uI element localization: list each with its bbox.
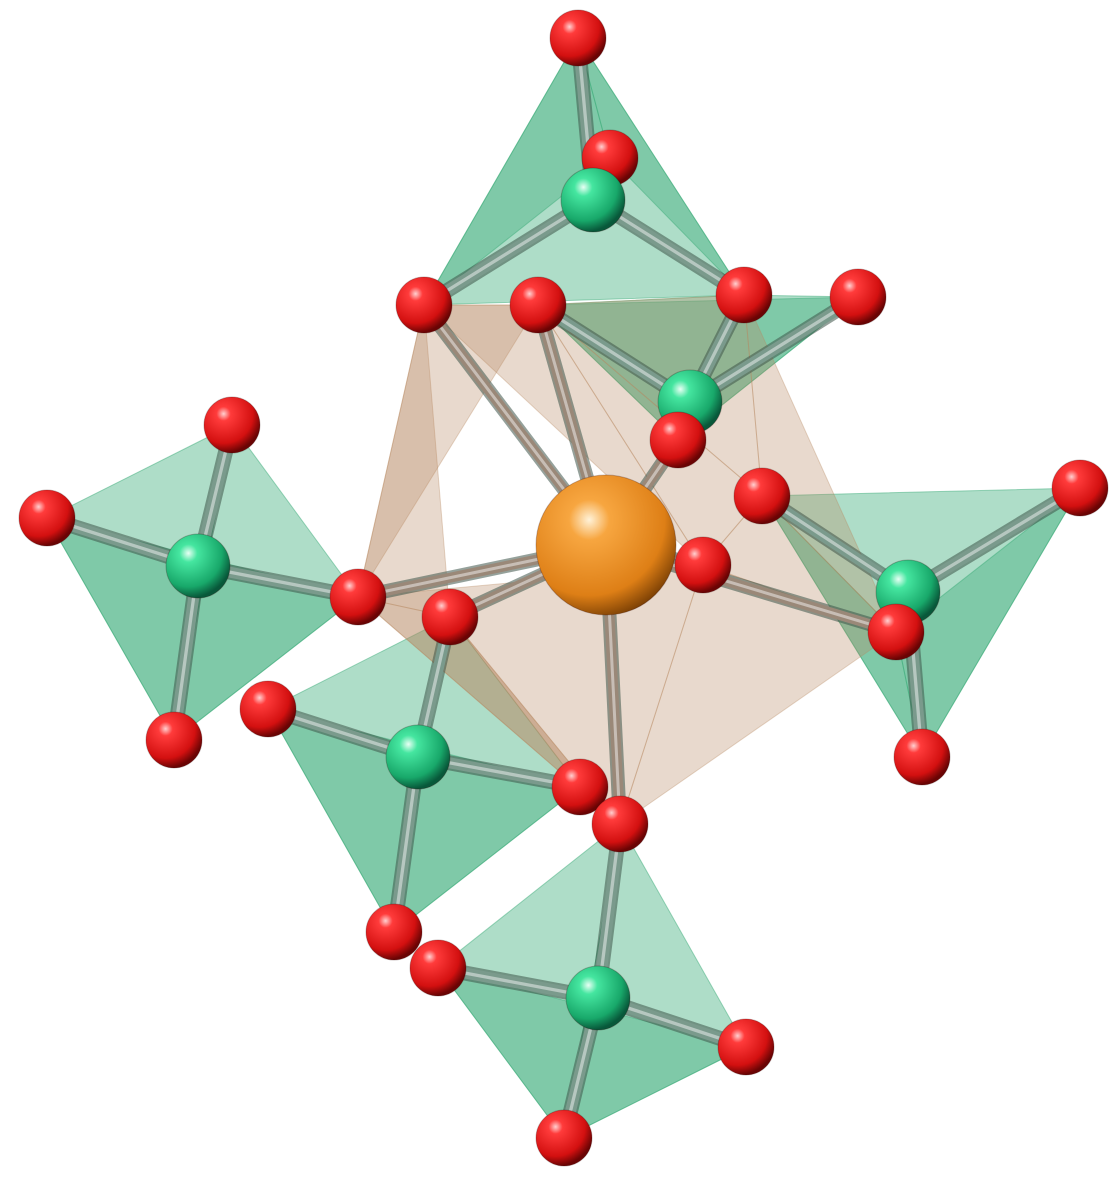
oxygen-atom bbox=[146, 712, 202, 768]
oxygen-atom bbox=[592, 796, 648, 852]
oxygen-atom bbox=[410, 940, 466, 996]
oxygen-atom bbox=[718, 1019, 774, 1075]
oxygen-atom bbox=[536, 1110, 592, 1166]
oxygen-atom bbox=[510, 277, 566, 333]
oxygen-atom bbox=[830, 269, 886, 325]
oxygen-atom bbox=[734, 468, 790, 524]
oxygen-atom bbox=[650, 412, 706, 468]
oxygen-atom bbox=[716, 267, 772, 323]
tetrahedral-center-atom bbox=[561, 168, 625, 232]
tetrahedral-center-atom bbox=[386, 725, 450, 789]
oxygen-atom bbox=[422, 589, 478, 645]
oxygen-atom bbox=[868, 604, 924, 660]
oxygen-atom bbox=[894, 729, 950, 785]
oxygen-atom bbox=[396, 277, 452, 333]
oxygen-atom bbox=[675, 537, 731, 593]
oxygen-atom bbox=[240, 681, 296, 737]
tetrahedral-center-atom bbox=[166, 534, 230, 598]
oxygen-atom bbox=[19, 490, 75, 546]
oxygen-atom bbox=[330, 569, 386, 625]
oxygen-atom bbox=[1052, 460, 1108, 516]
metal-atom bbox=[536, 475, 676, 615]
oxygen-atom bbox=[550, 10, 606, 66]
oxygen-atom bbox=[366, 904, 422, 960]
oxygen-atom bbox=[204, 397, 260, 453]
tetrahedral-center-atom bbox=[566, 966, 630, 1030]
